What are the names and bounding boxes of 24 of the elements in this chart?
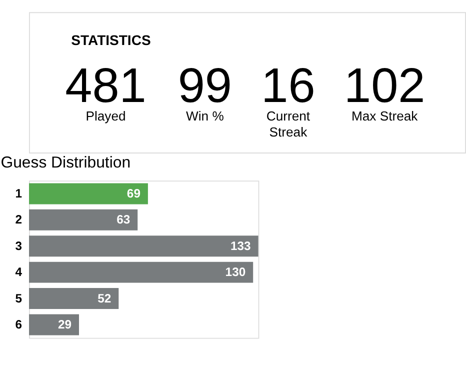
y-tick-label: 3 [15, 238, 22, 253]
bar [29, 314, 79, 336]
text: Played [86, 108, 126, 124]
bar [29, 183, 148, 204]
data-label: 133 [230, 238, 252, 253]
text: Max Streak [351, 108, 418, 124]
data-label: 130 [225, 265, 246, 280]
bar [29, 262, 254, 283]
chart-title: Guess Distribution [0, 154, 131, 172]
data-label: 63 [116, 212, 130, 227]
bar [29, 209, 138, 230]
bar [29, 288, 119, 309]
y-tick-label: 4 [15, 265, 22, 280]
bar [29, 236, 258, 257]
text: STATISTICS [71, 32, 151, 48]
y-tick-label: 2 [15, 212, 22, 227]
y-tick-label: 1 [15, 186, 22, 200]
text: Win % [186, 108, 224, 124]
y-tick-label: 6 [15, 317, 22, 332]
data-label: 52 [98, 291, 112, 306]
text: Current Streak [266, 108, 310, 140]
data-label: 69 [126, 186, 141, 200]
data-label: 29 [58, 317, 72, 332]
y-tick-label: 5 [15, 291, 22, 306]
